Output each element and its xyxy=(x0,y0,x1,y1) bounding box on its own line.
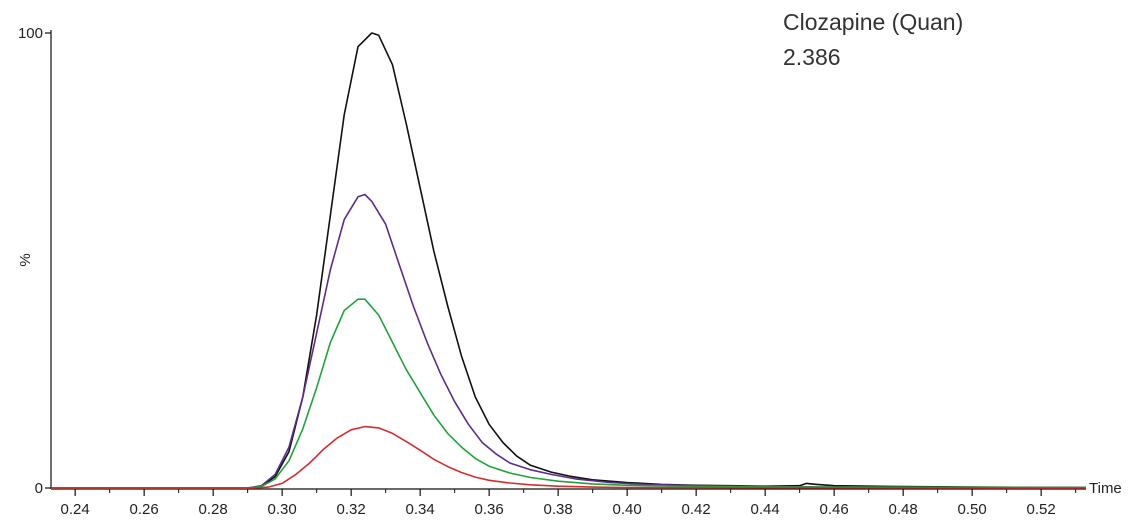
x-tick-label: 0.36 xyxy=(475,501,504,518)
x-tick-label: 0.40 xyxy=(613,501,642,518)
x-tick-label: 0.34 xyxy=(406,501,435,518)
series-lines xyxy=(51,32,1087,489)
series-line-1 xyxy=(51,32,1087,489)
x-tick-label: 0.46 xyxy=(820,501,849,518)
x-tick-label: 0.42 xyxy=(682,501,711,518)
x-tick-label: 0.38 xyxy=(544,501,573,518)
x-axis: 0.24 0.26 0.28 0.30 0.32 0.34 0.36 0.38 0.40 0.42… xyxy=(51,480,1122,518)
chart-subtitle: 2.386 xyxy=(783,44,841,70)
y-tick-label-100: 100 xyxy=(18,25,43,42)
x-tick-label: 0.26 xyxy=(130,501,159,518)
x-tick-label: 0.52 xyxy=(1027,501,1056,518)
x-tick-label: 0.28 xyxy=(199,501,228,518)
x-tick-label: 0.32 xyxy=(337,501,366,518)
x-tick-label: 0.30 xyxy=(268,501,297,518)
x-tick-label: 0.50 xyxy=(958,501,987,518)
y-axis-label: % xyxy=(17,253,34,266)
x-tick-label: 0.44 xyxy=(751,501,780,518)
series-line-3 xyxy=(51,298,1087,489)
x-axis-label: Time xyxy=(1089,480,1122,497)
x-tick-label: 0.24 xyxy=(61,501,90,518)
y-tick-label-0: 0 xyxy=(35,480,43,497)
series-line-4 xyxy=(51,425,1087,489)
series-line-2 xyxy=(51,193,1087,489)
y-axis: 100 0 % xyxy=(17,25,52,497)
x-ticks: 0.24 0.26 0.28 0.30 0.32 0.34 0.36 0.38 0.40 0.42… xyxy=(61,489,1077,518)
chart-title: Clozapine (Quan) xyxy=(783,9,963,35)
x-tick-label: 0.48 xyxy=(889,501,918,518)
